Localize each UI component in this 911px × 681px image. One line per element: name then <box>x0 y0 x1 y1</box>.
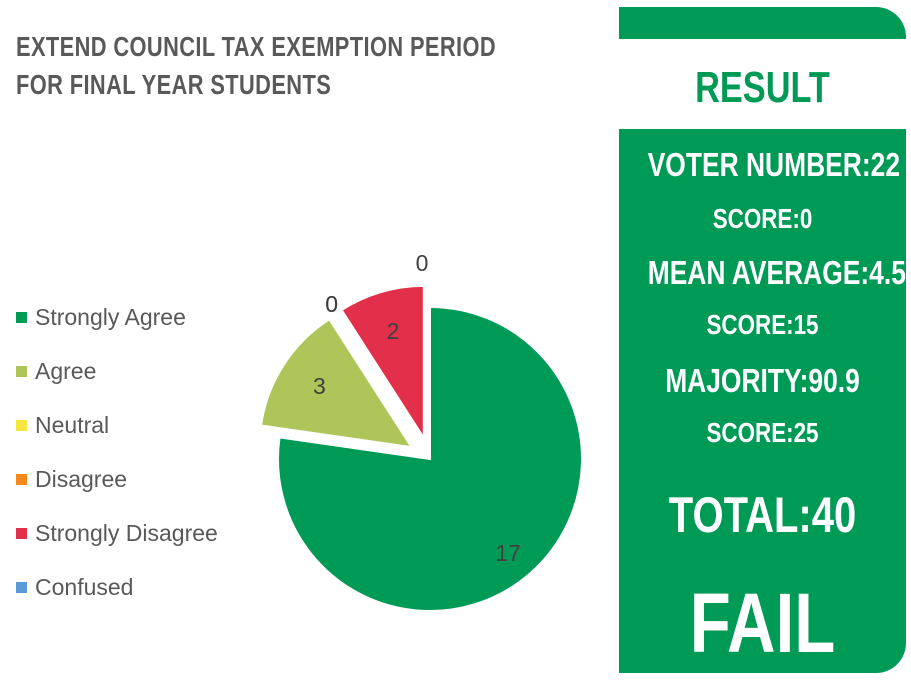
score-voter-text: SCORE:0 <box>712 203 813 234</box>
pie-data-label: 0 <box>325 291 338 317</box>
total-text: TOTAL:40 <box>668 487 857 543</box>
mean-average-text: MEAN AVERAGE:4.5 <box>647 254 906 291</box>
legend-swatch <box>16 311 27 323</box>
legend-swatch <box>16 365 27 377</box>
pie-slice-agree <box>259 317 414 449</box>
chart-legend: Strongly Agree Agree Neutral Disagree Strong… <box>16 290 276 614</box>
result-panel-top-bar <box>619 7 906 39</box>
chart-title-line-2: FOR FINAL YEAR STUDENTS <box>16 69 332 100</box>
pie-data-label: 0 <box>416 250 429 276</box>
verdict-text: FAIL <box>689 576 836 670</box>
legend-swatch <box>16 473 27 485</box>
legend-item: Neutral <box>16 398 276 452</box>
legend-item: Strongly Agree <box>16 290 276 344</box>
legend-item: Agree <box>16 344 276 398</box>
legend-swatch <box>16 419 27 431</box>
pie-data-label: 17 <box>495 540 521 566</box>
legend-item: Confused <box>16 560 276 614</box>
score-mean-text: SCORE:15 <box>706 309 819 340</box>
legend-label: Neutral <box>35 411 110 438</box>
legend-label: Strongly Agree <box>35 303 186 330</box>
chart-title-line-1: EXTEND COUNCIL TAX EXEMPTION PERIOD <box>16 31 497 62</box>
legend-label: Agree <box>35 357 97 384</box>
legend-label: Disagree <box>35 465 128 492</box>
legend-swatch <box>16 527 27 539</box>
pie-slice-strongly-disagree <box>340 284 425 442</box>
legend-swatch <box>16 581 27 593</box>
pie-data-label: 3 <box>313 373 326 399</box>
voter-number-text: VOTER NUMBER:22 <box>647 146 900 183</box>
pie-data-label: 2 <box>387 318 400 344</box>
score-majority-text: SCORE:25 <box>706 417 819 448</box>
legend-label: Strongly Disagree <box>35 519 218 546</box>
legend-label: Confused <box>35 573 134 600</box>
legend-item: Disagree <box>16 452 276 506</box>
pie-data-label: 0 <box>325 291 338 317</box>
pie-slice-strongly-agree <box>277 305 583 612</box>
chart-title: EXTEND COUNCIL TAX EXEMPTION PERIOD FOR … <box>16 28 497 104</box>
majority-text: MAJORITY:90.9 <box>665 362 860 399</box>
result-heading: RESULT <box>695 63 830 112</box>
result-panel: VOTER NUMBER:22 SCORE:0 MEAN AVERAGE:4.5… <box>619 129 906 673</box>
legend-item: Strongly Disagree <box>16 506 276 560</box>
